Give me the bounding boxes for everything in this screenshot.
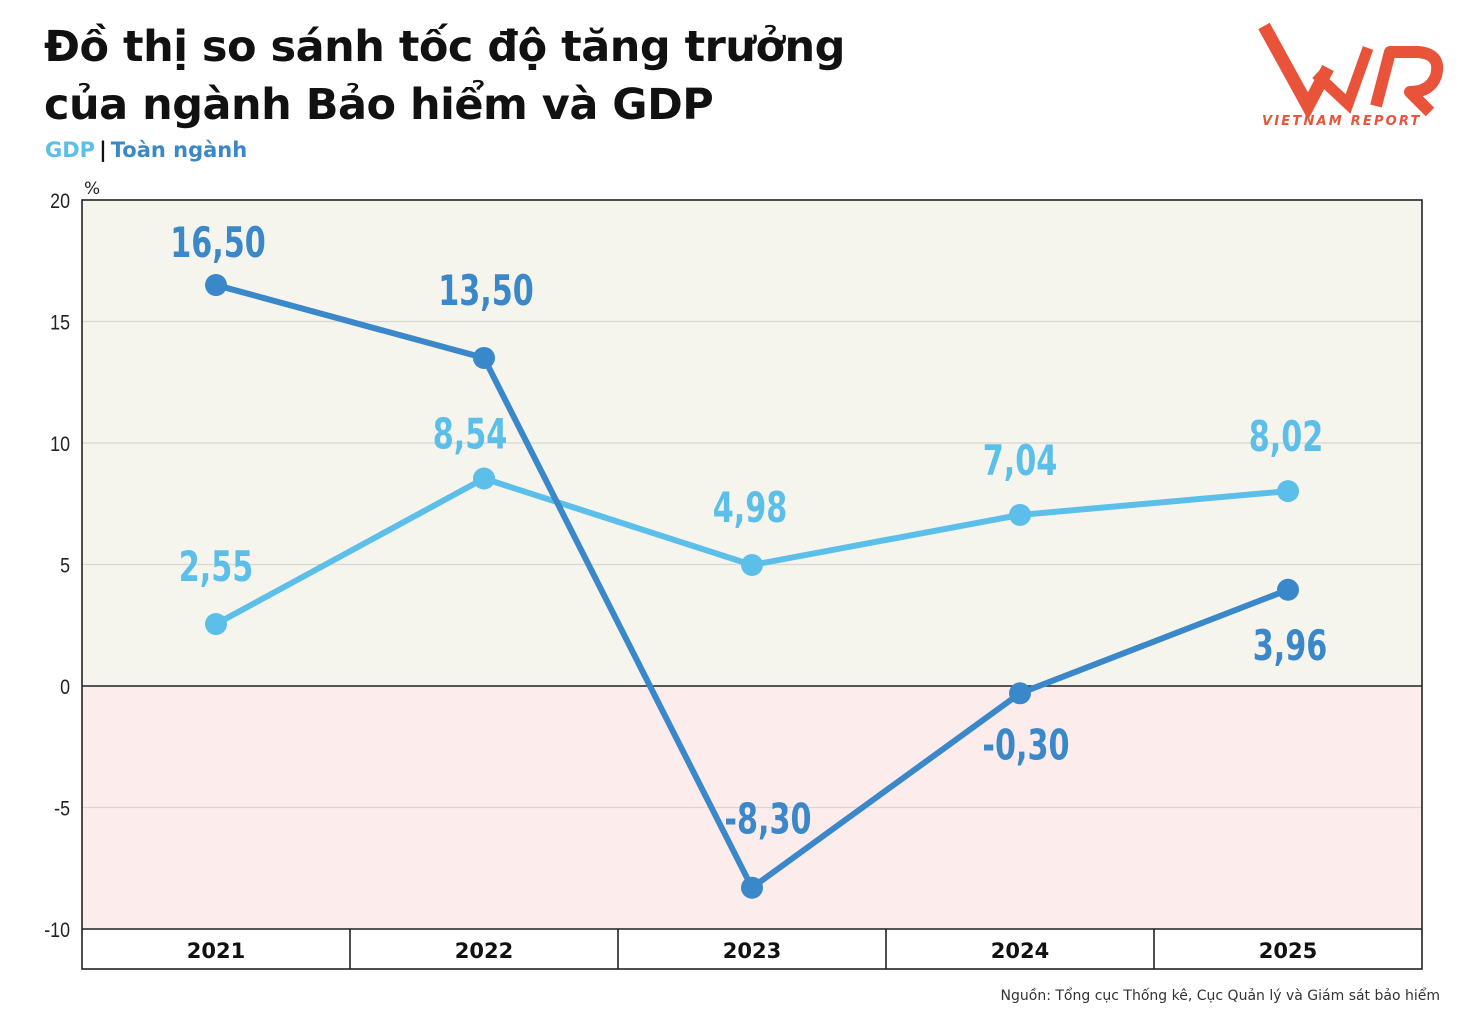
data-label: 8,54 (433, 409, 508, 458)
legend: GDP | Toàn ngành (45, 138, 247, 162)
data-label: -0,30 (982, 720, 1069, 769)
y-tick-label: -10 (44, 919, 70, 943)
y-tick-label: 5 (60, 554, 70, 578)
data-point (1277, 480, 1299, 503)
data-label: 2,55 (179, 542, 254, 591)
data-point (205, 613, 227, 636)
x-tick-label: 2021 (187, 939, 245, 963)
y-tick-label: 15 (50, 311, 70, 335)
data-point (473, 467, 495, 490)
data-point (741, 553, 763, 576)
y-unit-label: % (84, 179, 100, 199)
data-point (205, 274, 227, 297)
data-label: 13,50 (438, 266, 534, 315)
x-tick-label: 2022 (455, 939, 513, 963)
x-tick-label: 2024 (991, 939, 1049, 963)
data-point (1009, 503, 1031, 526)
data-point (1009, 682, 1031, 705)
chart-title: Đồ thị so sánh tốc độ tăng trưởng của ng… (44, 18, 845, 134)
data-point (1277, 578, 1299, 601)
vnr-logo: VIETNAM REPORT (1258, 22, 1444, 129)
data-label: 4,98 (713, 483, 788, 532)
legend-separator: | (99, 138, 107, 162)
logo-subtitle: VIETNAM REPORT (1262, 114, 1422, 129)
data-point (473, 346, 495, 369)
data-label: 7,04 (983, 436, 1058, 485)
title-line-1: Đồ thị so sánh tốc độ tăng trưởng (44, 22, 845, 72)
plot-frame (81, 199, 1423, 970)
data-label: 3,96 (1253, 621, 1328, 670)
data-label: 16,50 (170, 218, 266, 267)
title-line-2: của ngành Bảo hiểm và GDP (44, 80, 714, 130)
y-tick-label: 20 (50, 190, 70, 214)
data-label: 8,02 (1249, 412, 1324, 461)
legend-gdp: GDP (45, 138, 96, 162)
x-tick-label: 2025 (1259, 939, 1317, 963)
data-point (741, 876, 763, 899)
x-tick-label: 2023 (723, 939, 781, 963)
legend-industry: Toàn ngành (110, 138, 248, 162)
y-tick-label: 0 (60, 676, 70, 700)
source-note: Nguồn: Tổng cục Thống kê, Cục Quản lý và… (1000, 988, 1440, 1004)
y-tick-label: -5 (54, 797, 70, 821)
data-label: -8,30 (724, 795, 811, 844)
vnr-logo-mark (1258, 22, 1444, 120)
y-tick-label: 10 (50, 433, 70, 457)
